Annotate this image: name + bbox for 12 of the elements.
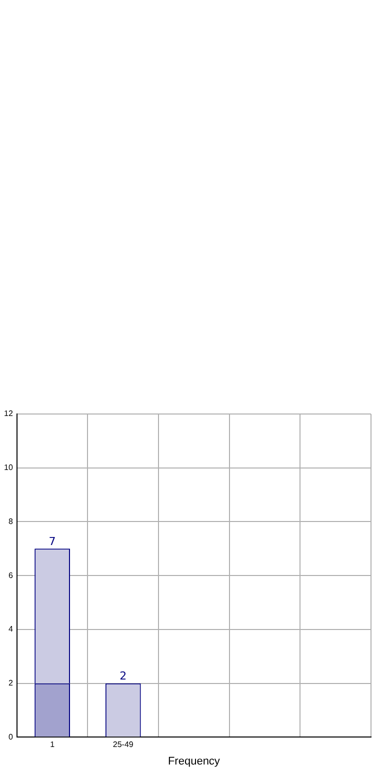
y-tick-label: 2 xyxy=(8,678,14,688)
y-tick-label: 4 xyxy=(8,624,14,634)
total-label: 7 xyxy=(48,535,56,548)
total-label: 2 xyxy=(120,670,127,683)
x-tick-label: 1 xyxy=(50,740,56,750)
y-tick-label: 8 xyxy=(8,516,14,526)
y-tick-label: 10 xyxy=(4,463,14,472)
y-tick-label: 6 xyxy=(8,570,14,580)
y-tick-label: 0 xyxy=(8,732,14,742)
x-tick-label: 25-49 xyxy=(112,740,134,750)
y-tick-label: 12 xyxy=(4,409,14,418)
x-axis-title: Frequency xyxy=(168,755,220,768)
